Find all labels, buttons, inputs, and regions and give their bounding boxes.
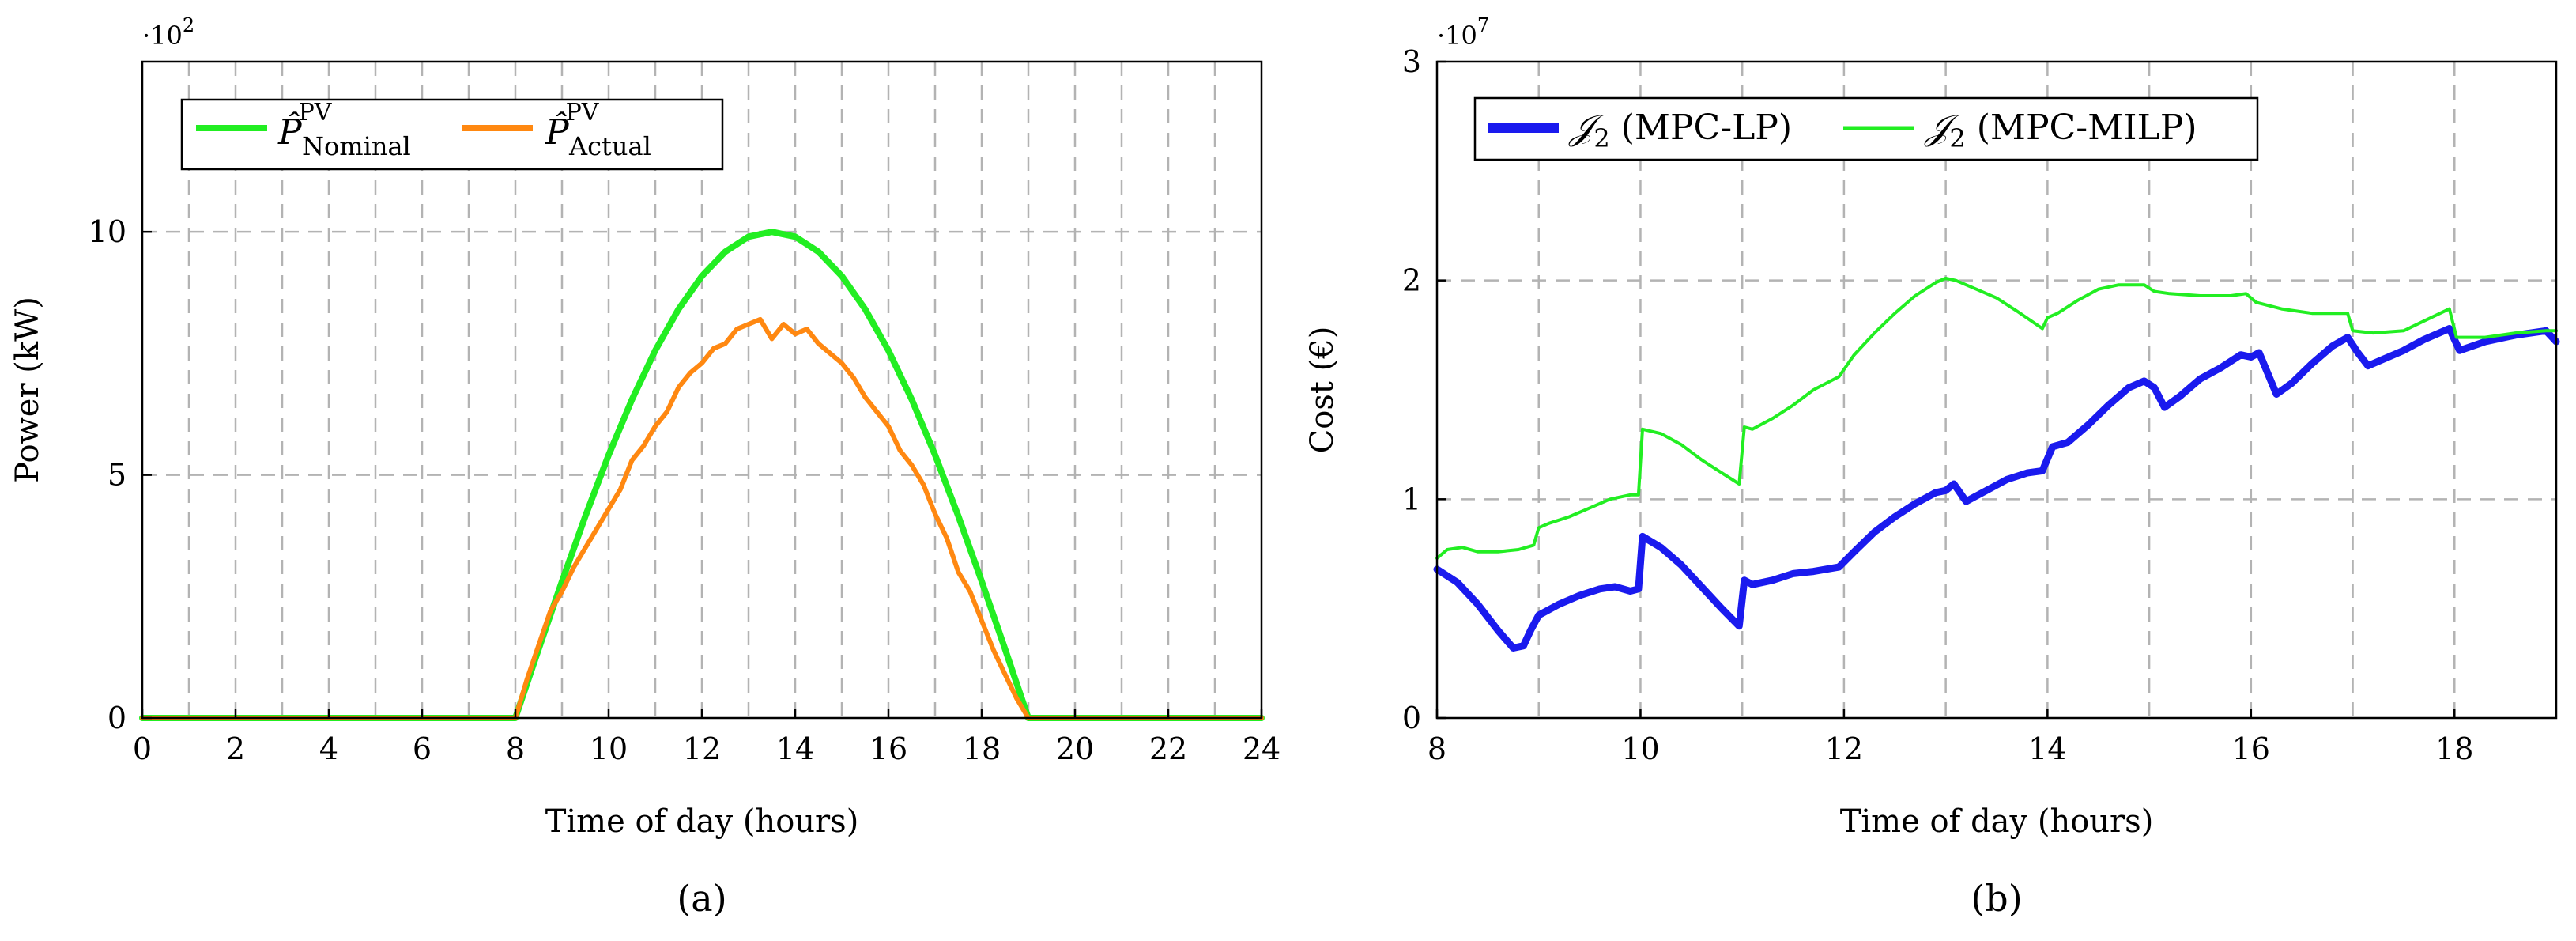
- panel-b-xtick-label-1: 10: [1621, 731, 1659, 766]
- panel-a-ytick-label-1: 5: [107, 458, 126, 493]
- panel-a-series: [139, 229, 1265, 721]
- panel-a-ytick-label-2: 10: [89, 214, 126, 249]
- legend-entry-actual: P̂PV Actual: [462, 99, 651, 161]
- panel-b-xtick-label-2: 12: [1825, 731, 1863, 766]
- panel-b-y-ticks: 0 1 2 3: [1402, 44, 1446, 735]
- panel-a-xtick-label-3: 6: [413, 731, 432, 766]
- panel-a-y-axis-label: Power (kW): [9, 297, 46, 483]
- panel-a-ytick-label-0: 0: [107, 701, 126, 735]
- panel-a-grid: [142, 62, 1262, 718]
- panel-b-caption: (b): [1971, 877, 2022, 920]
- panel-a-legend-box: [180, 98, 724, 171]
- panel-a-series-line-0: [139, 229, 1265, 721]
- panel-a-xtick-label-11: 22: [1149, 731, 1187, 766]
- panel-a-xtick-label-4: 8: [506, 731, 525, 766]
- panel-a-xtick-label-12: 24: [1243, 731, 1280, 766]
- panel-a-xtick-label-5: 10: [590, 731, 628, 766]
- legend-entry-mpc-milp: 𝒥2 (MPC-MILP): [1843, 108, 2197, 153]
- panel-b-series-line-1: [1435, 276, 2558, 560]
- panel-b-ytick-label-1: 1: [1402, 482, 1421, 516]
- legend-entry-nominal: P̂PV Nominal: [196, 99, 411, 161]
- panel-b-ytick-label-3: 3: [1402, 44, 1421, 79]
- panel-a-caption: (a): [677, 877, 726, 920]
- legend-label-actual: P̂PV Actual: [545, 99, 651, 161]
- panel-b-plot-frame: [1435, 60, 2558, 720]
- legend-label-mpc-milp: 𝒥2 (MPC-MILP): [1924, 108, 2197, 153]
- panel-a-x-ticks: 0 2 4 6 8 10 12 14 16 18 20 22 24: [133, 709, 1280, 766]
- panel-b-ytick-label-0: 0: [1402, 701, 1421, 735]
- panel-b-xtick-label-0: 8: [1428, 731, 1446, 766]
- panel-a-y-multiplier: ·102: [142, 14, 194, 51]
- panel-a-y-ticks: 0 5 10: [89, 214, 152, 735]
- panel-a-x-axis-label: Time of day (hours): [545, 803, 859, 840]
- panel-a-xtick-label-7: 14: [776, 731, 814, 766]
- panel-b-x-axis-label: Time of day (hours): [1840, 803, 2154, 840]
- panel-b-series: [1433, 276, 2560, 652]
- legend-label-nominal: P̂PV Nominal: [277, 99, 411, 161]
- panel-b-series-line-0: [1433, 325, 2560, 652]
- panel-a-xtick-label-1: 2: [226, 731, 245, 766]
- panel-b-ytick-label-2: 2: [1402, 263, 1421, 298]
- panel-a-xtick-label-9: 18: [963, 731, 1001, 766]
- panel-a-xtick-label-2: 4: [319, 731, 338, 766]
- panel-a-xtick-label-6: 12: [683, 731, 721, 766]
- panel-b-xtick-label-5: 18: [2435, 731, 2473, 766]
- panel-b-legend: 𝒥2 (MPC-LP) 𝒥2 (MPC-MILP): [1473, 96, 2259, 161]
- panel-a-xtick-label-0: 0: [133, 731, 152, 766]
- panel-a-xtick-label-8: 16: [869, 731, 907, 766]
- panel-a-series-line-1: [140, 316, 1264, 720]
- panel-a-legend: P̂PV Nominal P̂PV Actual: [180, 98, 724, 171]
- panel-b-y-multiplier: ·107: [1437, 14, 1489, 51]
- panel-b-x-ticks: 8 10 12 14 16 18: [1428, 709, 2473, 766]
- panel-b-xtick-label-3: 14: [2028, 731, 2066, 766]
- panel-a-xtick-label-10: 20: [1056, 731, 1094, 766]
- panel-b-xtick-label-4: 16: [2232, 731, 2270, 766]
- panel-b-y-axis-label: Cost (€): [1304, 327, 1341, 454]
